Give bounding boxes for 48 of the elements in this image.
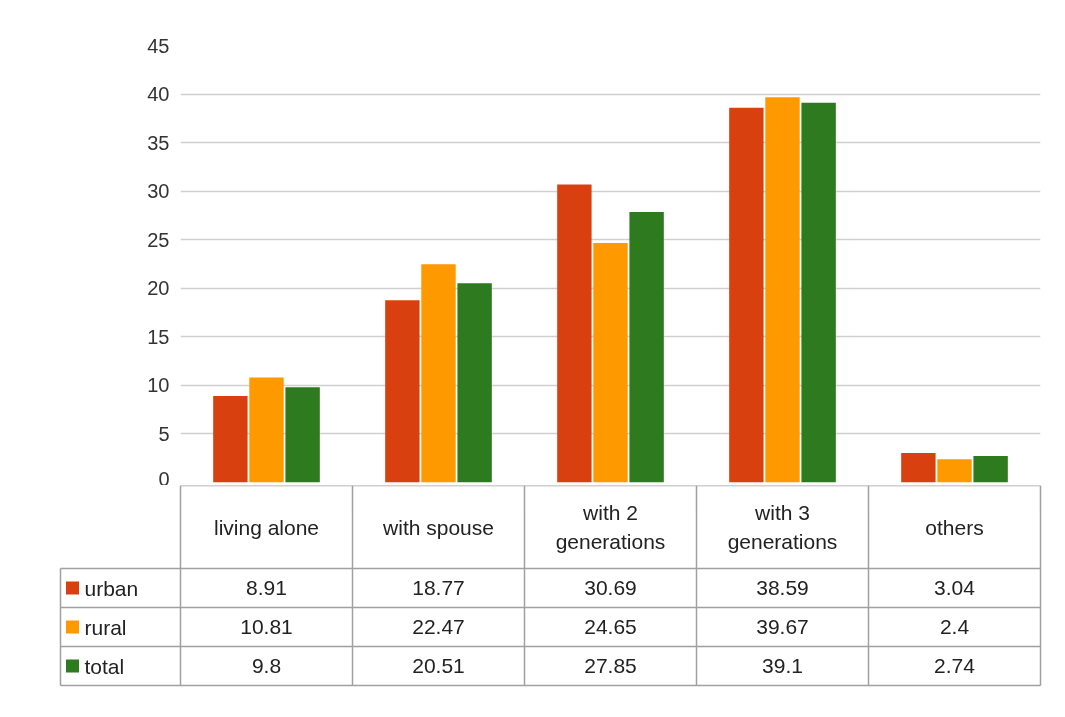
- bar: [385, 300, 420, 483]
- bar: [593, 243, 628, 483]
- data-label: 2.74: [934, 654, 976, 677]
- y-tick-label: 0: [158, 467, 170, 490]
- data-label: 30.69: [584, 576, 637, 599]
- bar: [973, 455, 1008, 483]
- data-label: 10.81: [240, 615, 293, 638]
- y-tick-label: 45: [147, 34, 170, 57]
- bar: [801, 102, 836, 483]
- x-tick-label: with 3 generations: [727, 501, 838, 553]
- bar: [937, 459, 972, 483]
- bar: [213, 395, 248, 483]
- y-tick-label: 10: [147, 374, 170, 397]
- x-tick-label: with 2 generations: [555, 501, 666, 553]
- y-tick-label: 15: [147, 325, 170, 348]
- data-label: 39.67: [756, 615, 809, 638]
- bar: [285, 387, 320, 483]
- legend-label: rural: [84, 615, 127, 639]
- y-tick-label: 25: [147, 228, 170, 251]
- data-label: 18.77: [412, 576, 465, 599]
- bar: [249, 377, 284, 483]
- data-label: 20.51: [412, 654, 465, 677]
- data-label: 2.4: [939, 615, 970, 638]
- data-label: 3.04: [934, 576, 976, 599]
- bar: [901, 452, 936, 483]
- bar: [629, 212, 664, 483]
- bar: [729, 107, 764, 483]
- x-tick-label: living alone: [213, 515, 320, 539]
- x-tick-label: with spouse: [382, 515, 494, 539]
- data-label: 24.65: [584, 615, 637, 638]
- bar: [421, 264, 456, 483]
- legend-label: urban: [84, 576, 139, 600]
- data-label: 27.85: [584, 654, 637, 677]
- bar: [557, 184, 592, 483]
- legend-label: total: [84, 654, 125, 678]
- data-label: 22.47: [412, 615, 465, 638]
- bar: [765, 97, 800, 483]
- data-label: 39.1: [762, 654, 803, 677]
- y-tick-label: 40: [147, 83, 170, 106]
- data-label: 8.91: [246, 576, 287, 599]
- x-tick-label: others: [925, 515, 984, 539]
- bar: [457, 283, 492, 483]
- data-label: 38.59: [756, 576, 809, 599]
- y-tick-label: 30: [147, 180, 170, 203]
- y-tick-label: 20: [147, 277, 170, 300]
- data-label: 9.8: [251, 654, 282, 677]
- y-tick-label: 35: [147, 131, 170, 154]
- y-tick-label: 5: [158, 422, 170, 445]
